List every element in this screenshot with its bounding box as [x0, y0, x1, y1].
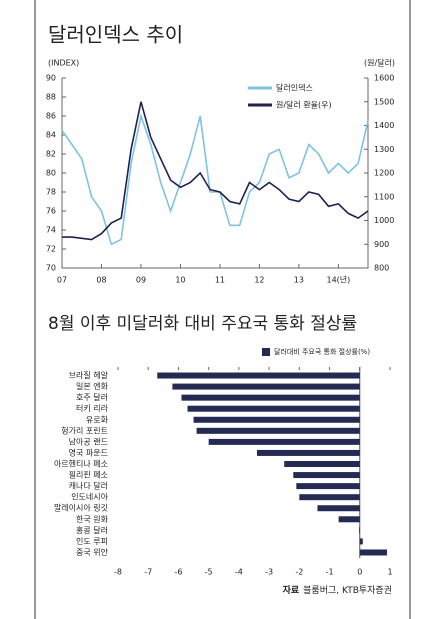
y-tick-label: 말레이시아 링깃	[54, 503, 108, 513]
legend-label: 달러대비 주요국 통화 절상률(%)	[274, 347, 370, 356]
series-line	[62, 101, 369, 241]
y-tick-label: 남아공 랜드	[69, 436, 108, 446]
bar	[193, 416, 360, 423]
bar	[172, 383, 360, 390]
y-tick-label: 아르헨티나 페소	[54, 459, 108, 469]
bar	[284, 461, 360, 467]
y2-tick-label: 1200	[374, 169, 394, 178]
y-tick-label: 캐나다 달러	[69, 482, 108, 491]
y-tick-label: 70	[46, 264, 56, 273]
y2-tick-label: 800	[374, 264, 389, 273]
x-tick-label: -8	[114, 568, 122, 577]
y-tick-label: 한국 원화	[76, 515, 109, 524]
series-line	[61, 112, 369, 246]
y-tick-label: 90	[46, 74, 56, 83]
legend-label: 달러인덱스	[276, 83, 313, 93]
legend-label: 원/달러 환율(우)	[276, 100, 332, 110]
y-tick-label: 82	[46, 150, 56, 159]
x-tick-label: -2	[295, 568, 303, 577]
y-tick-label: 브라질 헤알	[69, 370, 109, 380]
bar	[196, 427, 360, 434]
y-tick-label: 일본 엔화	[76, 381, 109, 391]
x-tick-label: -5	[205, 568, 213, 577]
y2-axis-label: (원/달러)	[364, 59, 395, 68]
y2-tick-label: 1100	[374, 192, 394, 201]
y2-tick-label: 1300	[374, 145, 394, 154]
x-tick-label: 07	[57, 276, 67, 285]
y2-tick-label: 900	[374, 240, 389, 249]
y-tick-label: 인도 루피	[76, 536, 108, 546]
y2-tick-label: 1000	[374, 216, 394, 225]
legend-swatch	[262, 348, 270, 356]
x-tick-label: 0	[357, 568, 362, 577]
y-tick-label: 헝가리 포린트	[61, 425, 108, 435]
bar	[296, 483, 360, 490]
y2-tick-label: 1600	[374, 74, 394, 83]
y-tick-label: 필리핀 페소	[69, 470, 108, 480]
x-tick-label: 10	[175, 276, 185, 285]
x-tick-label: 14(년)	[326, 275, 350, 285]
bar	[157, 372, 360, 379]
y-tick-label: 터키 리라	[76, 404, 109, 413]
y-tick-label: 홍콩 달러	[76, 525, 108, 535]
x-tick-label: -6	[174, 568, 182, 577]
bar	[257, 449, 360, 456]
y-tick-label: 78	[46, 188, 56, 197]
y-tick-label: 76	[46, 207, 56, 216]
x-tick-label: -1	[326, 568, 334, 577]
x-tick-label: 1	[387, 568, 392, 577]
y-tick-label: 인도네시아	[71, 492, 108, 502]
x-tick-label: 11	[215, 276, 225, 285]
source-text: 블룸버그, KTB투자증권	[303, 584, 392, 596]
bar	[359, 527, 360, 534]
bar	[359, 538, 363, 545]
x-tick-label: 13	[294, 276, 304, 285]
y-tick-label: 84	[46, 131, 56, 140]
bar	[359, 549, 387, 556]
bar	[338, 516, 360, 523]
source-note: 자료 블룸버그, KTB투자증권	[283, 584, 392, 596]
x-tick-label: 12	[254, 276, 264, 285]
x-tick-label: -7	[144, 568, 152, 577]
bar	[293, 472, 360, 479]
x-tick-label: 08	[96, 276, 106, 285]
y2-tick-label: 1400	[374, 121, 394, 130]
y-tick-label: 중국 위안	[76, 547, 109, 557]
chart-title: 달러인덱스 추이	[48, 23, 183, 47]
bar	[317, 505, 360, 512]
y2-tick-label: 1500	[374, 97, 394, 106]
y-tick-label: 80	[46, 169, 56, 178]
y-tick-label: 86	[46, 112, 56, 121]
x-tick-label: -3	[265, 568, 273, 577]
x-tick-label: -4	[235, 568, 243, 577]
bar	[299, 494, 360, 501]
x-tick-label: 09	[136, 276, 146, 285]
bar	[208, 438, 360, 445]
y-tick-label: 74	[46, 226, 56, 235]
y-tick-label: 유로화	[86, 415, 109, 424]
source-label: 자료	[283, 584, 300, 596]
y-tick-label: 호주 달러	[76, 393, 108, 402]
y-axis-label: (INDEX)	[48, 59, 79, 68]
y-tick-label: 88	[46, 93, 56, 102]
y-tick-label: 72	[46, 245, 56, 254]
chart-title: 8월 이후 미달러화 대비 주요국 통화 절상률	[48, 314, 357, 334]
bar	[181, 394, 360, 401]
bar	[187, 405, 360, 412]
y-tick-label: 영국 파운드	[69, 447, 108, 457]
